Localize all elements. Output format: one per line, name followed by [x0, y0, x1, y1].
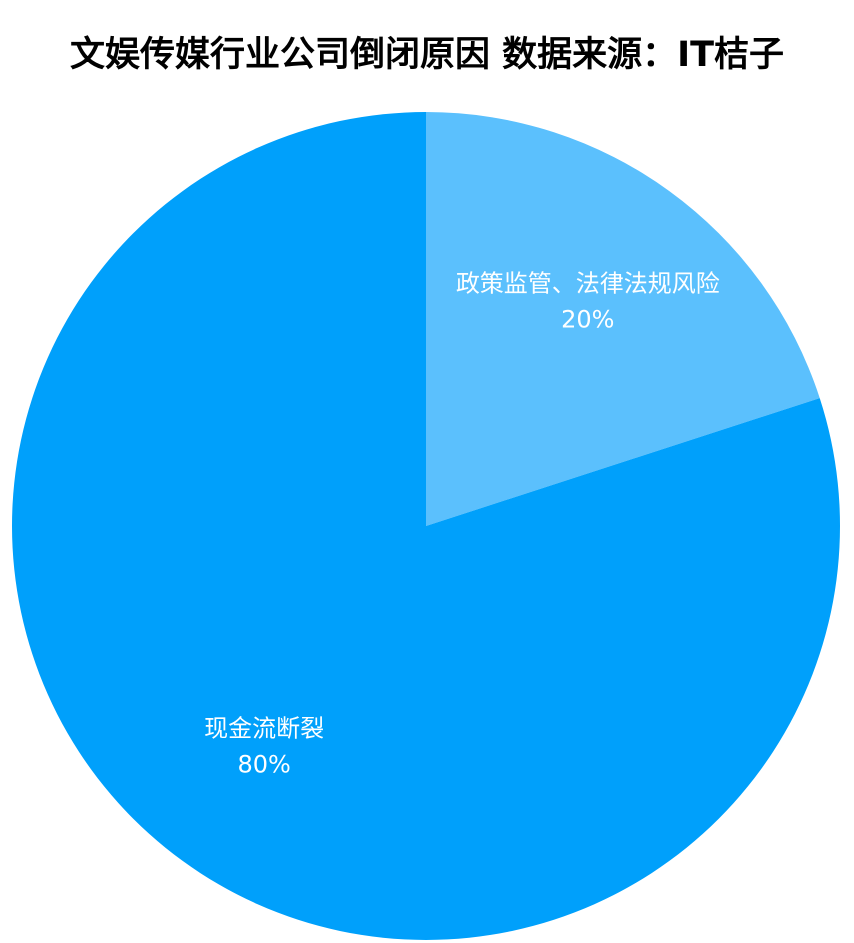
- slice-label: 政策监管、法律法规风险: [456, 269, 720, 297]
- watermark-icon: [706, 893, 730, 913]
- slice-label: 现金流断裂: [204, 715, 324, 743]
- pie: 政策监管、法律法规风险 20% 现金流断裂 80%: [11, 112, 841, 941]
- pie-slice: [426, 112, 820, 526]
- value-label: 20%: [561, 305, 614, 333]
- watermark-text: 三言财经: [745, 894, 825, 918]
- watermark-icon: [721, 904, 741, 920]
- watermark: 三言财经: [706, 893, 825, 920]
- chart-title: 文娱传媒行业公司倒闭原因 数据来源：IT桔子: [70, 35, 784, 75]
- pie-slice: [11, 112, 841, 941]
- value-label: 80%: [238, 751, 291, 779]
